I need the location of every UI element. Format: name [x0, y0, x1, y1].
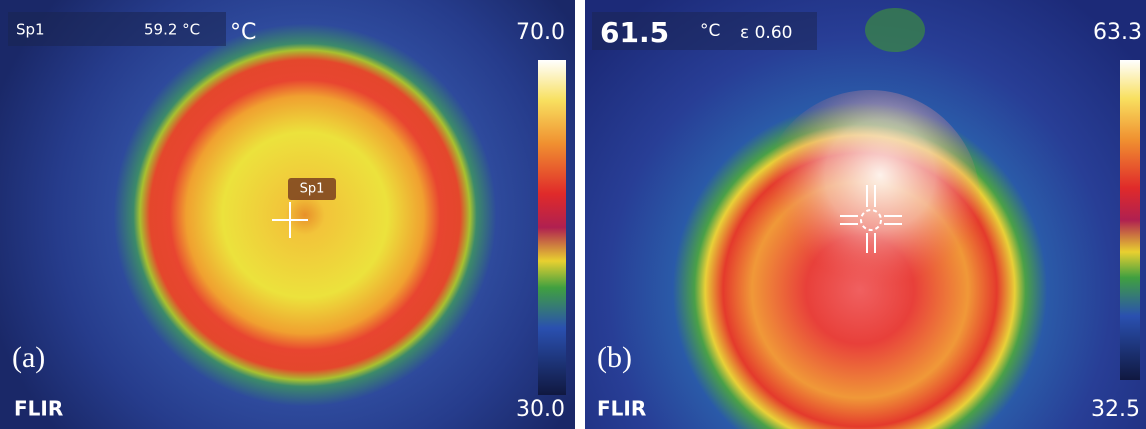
color-bar — [538, 60, 566, 395]
spot-name: Sp1 — [16, 21, 45, 39]
panel-label: (b) — [597, 341, 632, 374]
emissivity: ε 0.60 — [740, 23, 792, 43]
hot-spot-top — [865, 8, 925, 52]
color-bar — [1120, 60, 1140, 380]
thermal-image — [0, 0, 575, 429]
scale-max: 63.3 — [1093, 20, 1142, 45]
panel-label: (a) — [12, 341, 45, 374]
unit: °C — [230, 20, 256, 45]
hot-region — [760, 90, 980, 310]
scale-max: 70.0 — [516, 20, 565, 45]
logo: FLIR — [597, 397, 646, 421]
unit: °C — [700, 21, 720, 41]
spot-marker: Sp1 — [300, 182, 325, 197]
logo: FLIR — [14, 397, 63, 421]
thermal-figure: Sp1 59.2 °C °C 70.0 Sp1 (a) FLIR 30.0 61… — [0, 0, 1146, 429]
scale-min: 32.5 — [1091, 397, 1140, 422]
spot-reading: 61.5 — [600, 16, 669, 49]
panel-b: 61.5 °C ε 0.60 63.3 (b) FLIR 32.5 — [585, 0, 1146, 429]
scale-min: 30.0 — [516, 397, 565, 422]
spot-reading: 59.2 °C — [144, 21, 200, 39]
panel-a: Sp1 59.2 °C °C 70.0 Sp1 (a) FLIR 30.0 — [0, 0, 575, 429]
